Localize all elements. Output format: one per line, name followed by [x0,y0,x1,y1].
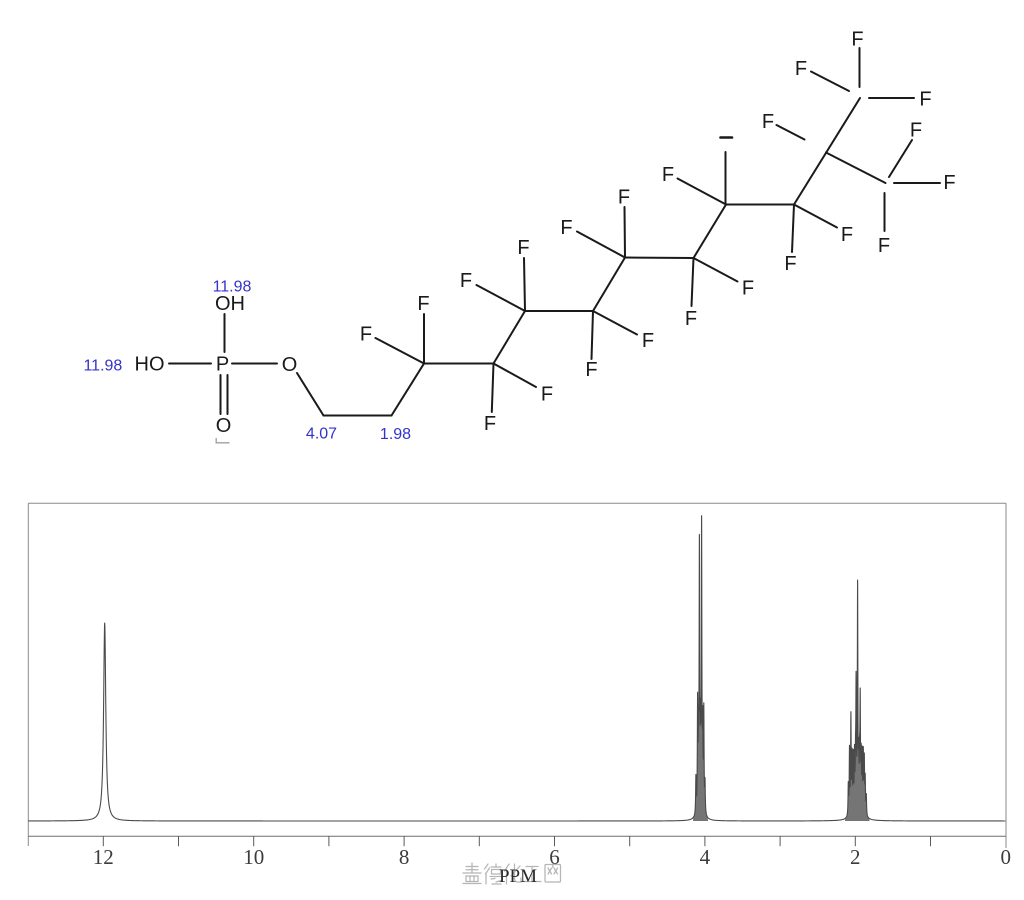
svg-text:F: F [685,308,697,330]
svg-text:F: F [360,324,372,346]
svg-text:F: F [642,330,654,352]
svg-text:F: F [585,359,597,381]
svg-text:F: F [517,237,529,259]
svg-text:F: F [851,29,863,51]
svg-text:OH: OH [215,293,245,315]
svg-text:F: F [742,278,754,300]
svg-text:4: 4 [700,845,711,869]
svg-text:HO: HO [135,354,165,376]
svg-text:F: F [484,413,496,435]
svg-text:6: 6 [549,845,560,869]
svg-text:0: 0 [1000,845,1011,869]
svg-text:PPM: PPM [499,866,537,887]
svg-text:F: F [417,293,429,315]
svg-text:11.98: 11.98 [213,279,252,296]
svg-text:O: O [282,354,298,376]
svg-text:F: F [919,89,931,111]
svg-text:2: 2 [850,845,861,869]
svg-text:1.98: 1.98 [380,426,411,443]
svg-text:P: P [216,354,229,376]
svg-text:F: F [762,111,774,133]
svg-text:8: 8 [399,845,410,869]
svg-text:F: F [662,164,674,186]
svg-text:4.07: 4.07 [306,426,337,443]
svg-text:F: F [841,224,853,246]
svg-text:F: F [618,187,630,209]
svg-text:12: 12 [93,845,114,869]
svg-text:F: F [795,58,807,80]
svg-text:F: F [878,235,890,257]
svg-text:F: F [943,172,955,194]
svg-text:11.98: 11.98 [83,358,122,375]
svg-text:F: F [560,217,572,239]
svg-text:O: O [216,415,232,437]
svg-text:F: F [784,253,796,275]
svg-text:F: F [541,384,553,406]
svg-text:F: F [910,120,922,142]
svg-text:10: 10 [243,845,264,869]
svg-text:F: F [460,270,472,292]
